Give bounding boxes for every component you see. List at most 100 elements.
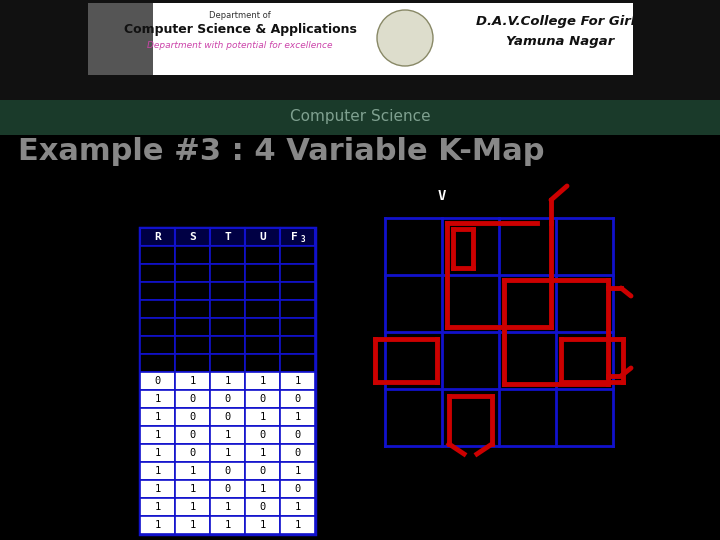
Text: 1: 1 [225,376,230,386]
Text: 0: 0 [259,502,266,512]
Bar [210,462,245,480]
Bar [280,336,315,354]
Bar [210,264,245,282]
Bar [175,480,210,498]
Bar [280,372,315,390]
Text: Computer Science: Computer Science [289,110,431,125]
Bar [210,498,245,516]
Text: 0: 0 [189,430,196,440]
Bar [140,498,175,516]
Bar [210,318,245,336]
Bar [175,318,210,336]
Bar [280,300,315,318]
Bar [140,300,175,318]
Text: 1: 1 [154,448,161,458]
Text: 1: 1 [225,448,230,458]
Bar [280,264,315,282]
Text: 1: 1 [225,502,230,512]
Text: 0: 0 [294,448,301,458]
Text: 0: 0 [225,466,230,476]
Bar [0,100,720,135]
Text: 1: 1 [225,520,230,530]
Text: T: T [224,232,231,242]
Text: F: F [291,232,298,242]
Bar [245,480,280,498]
Text: 0: 0 [225,412,230,422]
Bar [175,282,210,300]
Bar [245,264,280,282]
Bar [210,354,245,372]
Text: 1: 1 [259,520,266,530]
Bar [245,300,280,318]
Bar [175,336,210,354]
Text: 0: 0 [189,394,196,404]
Text: Yamuna Nagar: Yamuna Nagar [506,36,614,49]
Text: 0: 0 [189,448,196,458]
Bar [245,228,280,246]
Text: Department with potential for excellence: Department with potential for excellence [148,42,333,51]
Bar [280,282,315,300]
Text: 1: 1 [154,502,161,512]
Bar [280,354,315,372]
Text: 0: 0 [294,484,301,494]
Bar [210,228,245,246]
Text: 1: 1 [225,430,230,440]
Bar [140,246,175,264]
Bar [175,228,210,246]
Bar [140,480,175,498]
Bar [210,300,245,318]
Bar [210,444,245,462]
Bar [210,390,245,408]
Text: Example #3 : 4 Variable K-Map: Example #3 : 4 Variable K-Map [18,138,544,166]
Bar [175,408,210,426]
Text: S: S [189,232,196,242]
Text: 1: 1 [259,484,266,494]
Bar [175,444,210,462]
Bar [210,480,245,498]
Text: 0: 0 [225,394,230,404]
Bar [210,282,245,300]
Bar [280,498,315,516]
Text: 0: 0 [259,394,266,404]
Text: 0: 0 [225,484,230,494]
Text: 1: 1 [294,520,301,530]
Text: 1: 1 [189,376,196,386]
Text: 1: 1 [259,376,266,386]
Bar [140,282,175,300]
Bar [210,516,245,534]
Text: 1: 1 [154,484,161,494]
Bar [140,390,175,408]
Bar [280,462,315,480]
Bar [245,282,280,300]
Text: 1: 1 [294,376,301,386]
Bar [210,246,245,264]
Bar [280,426,315,444]
Bar [175,354,210,372]
Bar [245,516,280,534]
Bar [175,300,210,318]
Text: 1: 1 [259,448,266,458]
Bar [175,426,210,444]
Text: 0: 0 [189,412,196,422]
Text: 0: 0 [259,466,266,476]
Bar [140,336,175,354]
Text: 0: 0 [154,376,161,386]
Text: R: R [154,232,161,242]
Bar [245,246,280,264]
Bar [280,480,315,498]
Bar [210,426,245,444]
Bar [245,426,280,444]
Text: 1: 1 [154,466,161,476]
Bar [210,372,245,390]
Text: 3: 3 [300,235,305,245]
Bar [245,318,280,336]
Text: 1: 1 [294,502,301,512]
Circle shape [377,10,433,66]
Text: D.A.V.College For Girls: D.A.V.College For Girls [477,16,644,29]
Bar [140,426,175,444]
Bar [280,390,315,408]
Text: 1: 1 [294,412,301,422]
Bar [280,246,315,264]
Bar [0,0,720,100]
Bar [175,246,210,264]
